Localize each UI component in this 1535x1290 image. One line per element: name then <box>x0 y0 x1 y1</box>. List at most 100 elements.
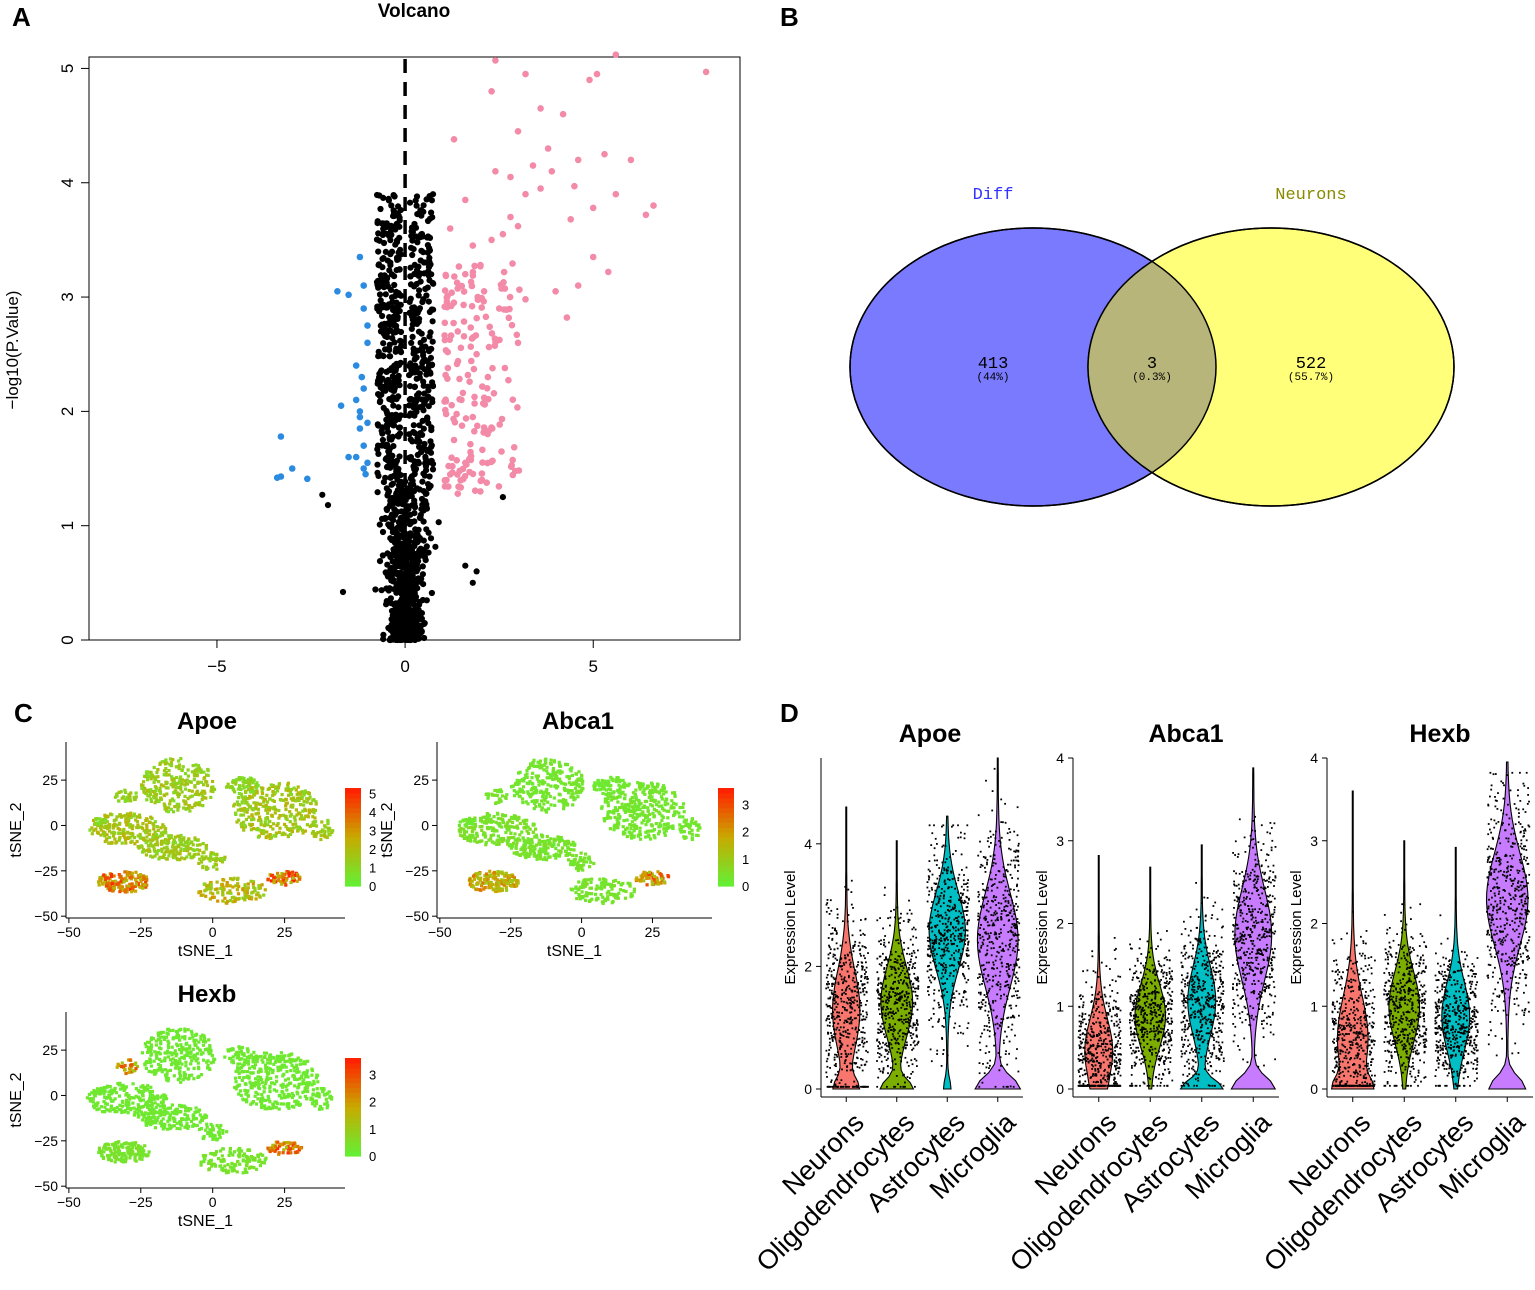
tsne-point <box>535 777 539 781</box>
tsne-point <box>251 807 256 811</box>
tsne-point <box>169 757 173 761</box>
volcano-point-up <box>544 145 552 152</box>
tsne-point <box>260 791 265 795</box>
volcano-point-nonsig <box>386 341 393 348</box>
volcano-point-up <box>444 348 452 356</box>
tsne-point <box>679 829 683 833</box>
tsne-point <box>489 837 493 841</box>
tsne-point <box>162 1037 167 1041</box>
tsne-point <box>97 880 101 884</box>
volcano-point-nonsig <box>394 256 401 263</box>
tsne-point <box>130 839 134 843</box>
tsne-point <box>161 1030 165 1034</box>
tsne-point <box>290 872 295 876</box>
tsne-point <box>615 894 619 898</box>
tsne-point <box>569 769 573 773</box>
volcano-point-nonsig <box>419 359 426 366</box>
tsne-point <box>461 819 465 823</box>
volcano-point-nonsig <box>410 234 417 241</box>
tsne-point <box>110 831 114 835</box>
tsne-point <box>623 896 628 900</box>
volcano-point-nonsig <box>382 346 389 353</box>
tsne-point <box>482 887 486 891</box>
volcano-point-nonsig <box>425 484 433 492</box>
tsne-point <box>142 780 146 784</box>
volcano-point-nonsig <box>388 231 395 239</box>
tsne-point <box>527 854 531 858</box>
tsne-point <box>256 811 261 815</box>
tsne-point <box>648 829 652 833</box>
tsne-point <box>206 1059 210 1063</box>
tsne-point <box>219 856 223 861</box>
legend-gradient-step <box>718 827 734 833</box>
tsne-point <box>177 780 181 784</box>
tsne-point <box>645 814 649 818</box>
tsne-point <box>311 815 315 819</box>
tsne-point <box>559 850 563 854</box>
tsne-point <box>678 815 682 819</box>
tsne-point <box>179 1080 183 1084</box>
volcano-point-down <box>360 465 368 472</box>
tsne-point <box>172 799 176 803</box>
tsne-point <box>545 765 549 769</box>
tsne-point <box>319 830 323 834</box>
tsne-point <box>292 797 296 801</box>
tsne-point <box>187 852 191 856</box>
tsne-point <box>136 845 140 849</box>
tsne-point <box>531 771 535 775</box>
tsne-point <box>131 1082 135 1086</box>
tsne-point <box>193 852 197 856</box>
tsne-point <box>478 825 482 829</box>
tsne-point <box>471 822 475 826</box>
tsne-point <box>486 796 490 800</box>
volcano-point-nonsig <box>421 390 428 397</box>
volcano-point-up <box>448 454 455 462</box>
volcano-series-up <box>441 51 710 498</box>
tsne-point <box>288 820 292 824</box>
tsne-point <box>209 1061 213 1065</box>
tsne-point <box>304 808 308 813</box>
tsne-point <box>201 1043 206 1047</box>
tsne-point <box>544 761 548 765</box>
tsne-point <box>545 834 549 839</box>
volcano-point-up <box>469 470 477 478</box>
legend-gradient-step <box>345 802 361 809</box>
tsne-point <box>143 1063 147 1067</box>
volcano-point-nonsig <box>429 318 436 325</box>
tsne-point <box>599 781 603 785</box>
volcano-point-nonsig <box>428 345 435 352</box>
tsne-point <box>475 887 479 891</box>
tsne-point <box>205 780 209 784</box>
tsne-point <box>609 883 614 887</box>
volcano-point-nonsig <box>375 248 382 255</box>
volcano-point-up <box>460 301 467 309</box>
volcano-point-up <box>469 413 477 421</box>
tsne-point <box>618 888 623 892</box>
volcano-point-up <box>563 314 571 321</box>
tsne-point <box>183 1076 187 1080</box>
volcano-point-up <box>471 393 478 401</box>
tsne-point <box>100 824 104 828</box>
tsne-point <box>186 774 190 778</box>
tsne-point <box>161 855 165 859</box>
volcano-ytick-label: 2 <box>58 407 77 416</box>
tsne-point <box>518 838 522 842</box>
tsne-point <box>240 807 244 811</box>
tsne-point <box>182 836 186 840</box>
tsne-point <box>202 882 206 886</box>
tsne-point <box>494 889 498 894</box>
tsne-point <box>510 884 514 888</box>
volcano-point-up <box>450 436 458 444</box>
tsne-point <box>166 850 170 854</box>
tsne-point <box>154 799 158 803</box>
volcano-point-down <box>277 433 285 440</box>
volcano-point-up <box>498 448 505 455</box>
volcano-point-nonsig <box>411 317 418 325</box>
volcano-point-up <box>516 286 523 294</box>
volcano-point-nonsig <box>379 312 386 320</box>
tsne-point <box>611 779 615 783</box>
tsne-point <box>212 787 217 791</box>
tsne-point <box>271 827 275 831</box>
volcano-point-nonsig <box>389 335 396 342</box>
